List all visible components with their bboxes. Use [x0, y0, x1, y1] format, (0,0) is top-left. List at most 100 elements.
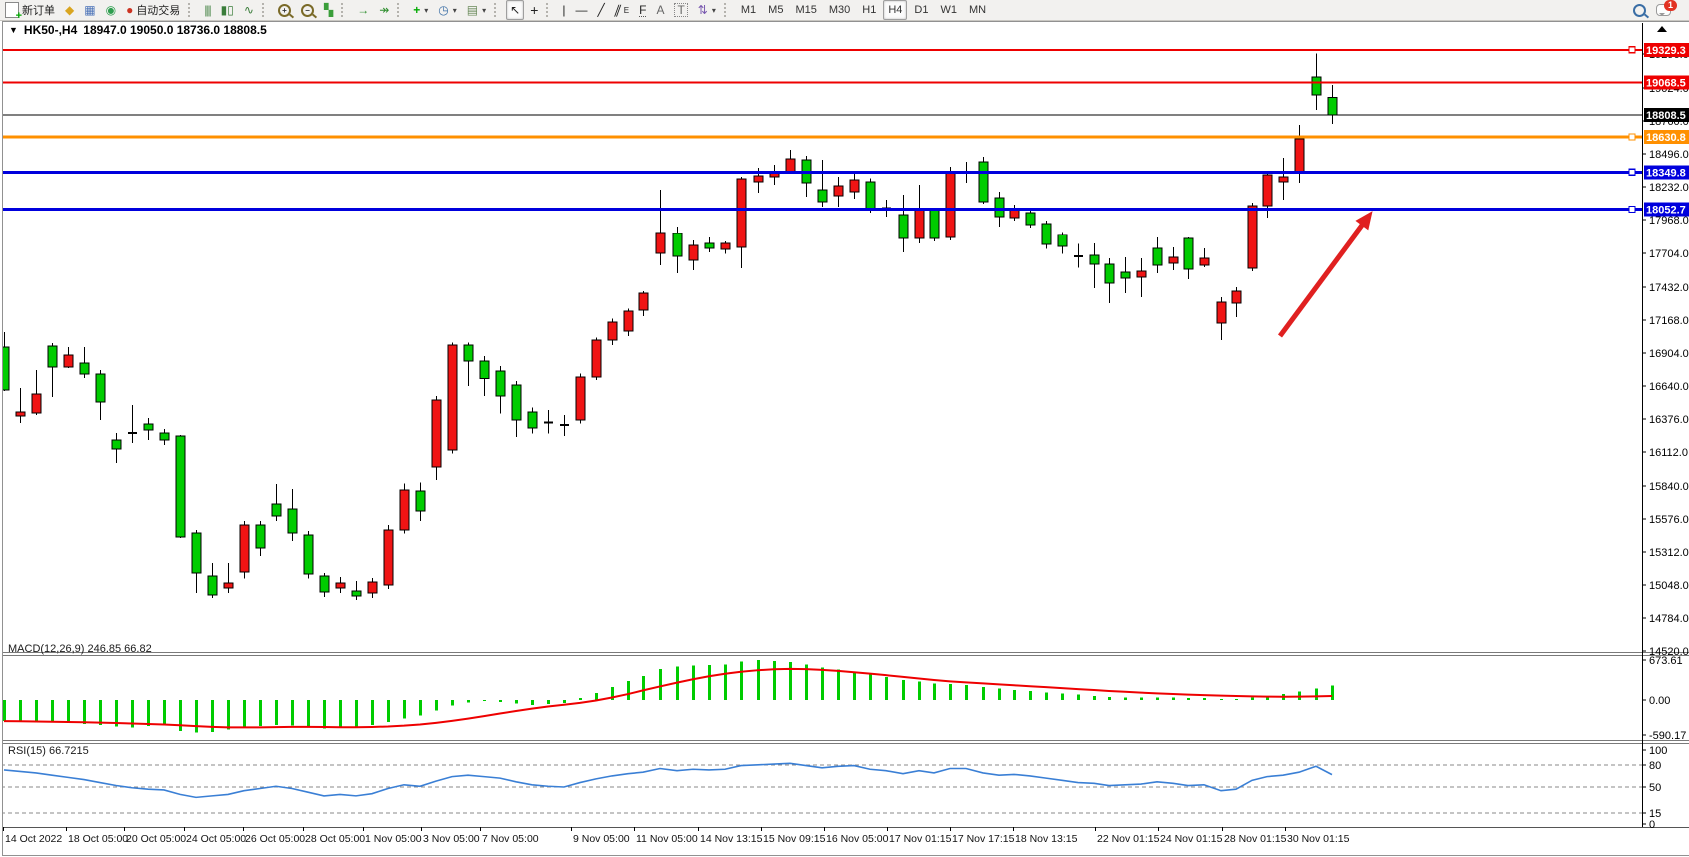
crosshair-tool-button[interactable]: +	[526, 0, 542, 20]
autotrade-button[interactable]: ● 自动交易	[122, 0, 184, 20]
new-order-button[interactable]: + 新订单	[1, 0, 59, 22]
collapse-triangle-icon[interactable]: ▼	[9, 25, 18, 35]
rsi-pane-label: RSI(15) 66.7215	[8, 745, 89, 757]
trendline-tool-button[interactable]: ╱	[594, 0, 609, 20]
vertical-line-icon: |	[562, 3, 566, 17]
svg-text:17704.0: 17704.0	[1649, 248, 1689, 260]
timeframe-h1-button[interactable]: H1	[862, 4, 877, 16]
text-icon: A	[656, 3, 665, 17]
autotrade-label: 自动交易	[136, 5, 181, 17]
trendline-icon: ╱	[597, 3, 605, 17]
indicators-button[interactable]: + ▾	[409, 0, 432, 20]
svg-text:18349.8: 18349.8	[1646, 167, 1686, 179]
svg-text:28 Oct 05:00: 28 Oct 05:00	[305, 833, 365, 845]
market-watch-button[interactable]: ◆	[61, 0, 78, 20]
svg-text:-590.17: -590.17	[1649, 730, 1686, 742]
svg-text:9 Nov 05:00: 9 Nov 05:00	[573, 833, 630, 845]
annotation-arrow	[1355, 211, 1373, 231]
svg-text:50: 50	[1649, 782, 1661, 794]
svg-text:14784.0: 14784.0	[1649, 613, 1689, 625]
horizontal-line-icon: —	[575, 3, 588, 17]
svg-text:20 Oct 05:00: 20 Oct 05:00	[126, 833, 186, 845]
svg-text:18052.7: 18052.7	[1646, 204, 1686, 216]
svg-text:14 Oct 2022: 14 Oct 2022	[5, 833, 62, 845]
data-window-button[interactable]: ▦	[80, 0, 99, 20]
tile-windows-button[interactable]: ▚	[320, 0, 337, 20]
macd-pane-label: MACD(12,26,9) 246.85 66.82	[8, 643, 152, 655]
toolbar-separator	[261, 3, 270, 17]
crosshair-icon: +	[530, 2, 539, 18]
channel-tool-button[interactable]: ∥ E	[611, 0, 633, 20]
arrows-tool-button[interactable]: ⇅ ▾	[694, 0, 720, 20]
cursor-tool-button[interactable]: ↖	[506, 0, 525, 20]
svg-text:17968.0: 17968.0	[1649, 215, 1689, 227]
chat-bubble-icon: 1	[1656, 0, 1677, 16]
vertical-line-tool-button[interactable]: |	[558, 0, 569, 20]
timeframe-mn-button[interactable]: MN	[968, 4, 987, 16]
text-label-tool-button[interactable]: T	[670, 0, 691, 20]
chart-canvas[interactable]: 19296.019024.018760.018496.018232.017968…	[3, 22, 1689, 853]
main-toolbar: + 新订单 ◆ ▦ ◉ ● 自动交易 ||| ▮▯ ∿ + − ▚ → ↠ + ▾…	[0, 0, 1689, 22]
fibonacci-tool-button[interactable]: F	[635, 0, 650, 20]
chart-shift-button[interactable]: ↠	[375, 0, 393, 20]
templates-button[interactable]: ▤ ▾	[463, 0, 490, 20]
line-chart-button[interactable]: ∿	[240, 0, 258, 20]
svg-text:100: 100	[1649, 745, 1667, 757]
notification-badge: 1	[1664, 0, 1677, 11]
svg-text:0: 0	[1649, 819, 1655, 831]
svg-text:673.61: 673.61	[1649, 655, 1683, 667]
text-tool-button[interactable]: A	[652, 0, 668, 20]
chart-corner-marker-icon[interactable]	[1657, 26, 1667, 32]
timeframe-m30-button[interactable]: M30	[828, 4, 851, 16]
svg-text:0.00: 0.00	[1649, 695, 1670, 707]
toolbar-separator	[397, 3, 405, 17]
chevron-down-icon: ▾	[424, 5, 429, 15]
timeframe-m1-button[interactable]: M1	[740, 4, 757, 16]
chart-window: ▼ HK50-,H4 18947.0 19050.0 18736.0 18808…	[2, 21, 1689, 856]
arrows-icon: ⇅	[697, 3, 708, 17]
new-order-icon: +	[5, 2, 22, 22]
svg-text:3 Nov 05:00: 3 Nov 05:00	[423, 833, 480, 845]
auto-scroll-button[interactable]: →	[353, 0, 373, 20]
ohlc-values: 18947.0 19050.0 18736.0 18808.5	[83, 23, 267, 37]
indicators-icon: +	[413, 3, 421, 17]
svg-text:15: 15	[1649, 808, 1661, 820]
timeframe-m5-button[interactable]: M5	[768, 4, 784, 16]
svg-text:22 Nov 01:15: 22 Nov 01:15	[1097, 833, 1160, 845]
svg-text:14 Nov 13:15: 14 Nov 13:15	[700, 833, 763, 845]
candlestick-chart-icon: ▮▯	[220, 3, 234, 17]
svg-text:18 Nov 13:15: 18 Nov 13:15	[1015, 833, 1078, 845]
channel-icon-sub: E	[623, 5, 630, 15]
horizontal-line-tool-button[interactable]: —	[572, 0, 592, 20]
periods-button[interactable]: ◷ ▾	[434, 0, 461, 20]
bar-chart-button[interactable]: |||	[200, 0, 214, 20]
timeframe-h4-button[interactable]: H4	[883, 0, 908, 20]
notifications-button[interactable]: 1	[1652, 0, 1677, 20]
tile-windows-icon: ▚	[323, 3, 334, 17]
svg-text:18496.0: 18496.0	[1649, 149, 1689, 161]
symbol-info-bar: ▼ HK50-,H4 18947.0 19050.0 18736.0 18808…	[3, 22, 267, 38]
zoom-in-button[interactable]: +	[274, 0, 295, 20]
svg-text:15840.0: 15840.0	[1649, 481, 1689, 493]
timeframe-m15-button[interactable]: M15	[795, 4, 817, 16]
svg-text:17 Nov 17:15: 17 Nov 17:15	[952, 833, 1015, 845]
svg-text:80: 80	[1649, 760, 1661, 772]
svg-text:16 Nov 05:00: 16 Nov 05:00	[826, 833, 889, 845]
svg-text:24 Oct 05:00: 24 Oct 05:00	[186, 833, 246, 845]
zoom-out-button[interactable]: −	[297, 0, 318, 20]
templates-icon: ▤	[466, 3, 479, 17]
timeframe-d1-button[interactable]: D1	[914, 4, 929, 16]
svg-text:11 Nov 05:00: 11 Nov 05:00	[636, 833, 698, 845]
search-button[interactable]	[1629, 0, 1650, 20]
timeframe-w1-button[interactable]: W1	[940, 4, 957, 16]
cursor-icon: ↖	[510, 3, 521, 17]
candlestick-chart-button[interactable]: ▮▯	[217, 0, 238, 20]
autotrade-icon: ●	[126, 3, 134, 17]
toolbar-separator	[546, 3, 554, 17]
new-order-label: 新订单	[22, 5, 55, 17]
svg-text:18 Oct 05:00: 18 Oct 05:00	[68, 833, 128, 845]
svg-text:17168.0: 17168.0	[1649, 315, 1689, 327]
toolbar-separator	[494, 3, 502, 17]
navigator-button[interactable]: ◉	[102, 0, 120, 20]
